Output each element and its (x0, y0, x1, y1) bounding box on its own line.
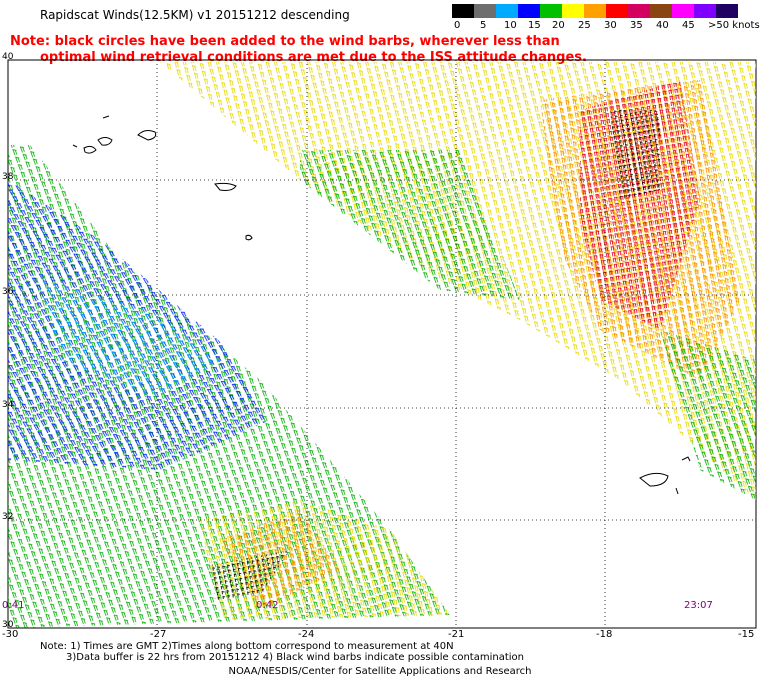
lat-label: 38 (2, 172, 14, 182)
legend-swatch (606, 4, 628, 18)
swath-east-green-south (660, 330, 756, 500)
legend-swatch (452, 4, 474, 18)
legend-swatch (694, 4, 716, 18)
wind-speed-legend-labels: 0 5 10 15 20 25 30 35 40 45 >50 knots (452, 20, 760, 34)
lon-label: -15 (738, 629, 755, 640)
swath-east-contaminated (610, 110, 660, 200)
lon-label: -21 (448, 629, 465, 640)
swath-west-contaminated (210, 550, 290, 600)
lon-label: -24 (298, 629, 315, 640)
lat-lon-grid (8, 60, 756, 628)
legend-label: 40 (656, 20, 669, 31)
legend-swatch (716, 4, 738, 18)
pass-time: 0:42 (256, 600, 279, 611)
legend-label: 45 (682, 20, 695, 31)
legend-swatch (584, 4, 606, 18)
legend-swatch (474, 4, 496, 18)
footer-credit: NOAA/NESDIS/Center for Satellite Applica… (228, 666, 532, 677)
lat-label: 36 (2, 287, 14, 297)
legend-label: 25 (578, 20, 591, 31)
lat-label: 40 (2, 52, 14, 62)
lat-label: 32 (2, 512, 14, 522)
legend-swatch (672, 4, 694, 18)
legend-label: 35 (630, 20, 643, 31)
legend-swatch (628, 4, 650, 18)
wind-speed-legend-bar (452, 4, 738, 18)
footer-note-2: 3)Data buffer is 22 hrs from 20151212 4)… (66, 652, 524, 663)
lon-label: -27 (150, 629, 167, 640)
legend-label: 0 (454, 20, 461, 31)
legend-label: 10 (504, 20, 517, 31)
swath-east-red (580, 80, 700, 330)
legend-swatch (518, 4, 540, 18)
coastlines (72, 115, 691, 495)
swath-east-green (300, 150, 520, 300)
note-line-1: Note: black circles have been added to t… (10, 34, 560, 49)
lon-label: -18 (596, 629, 613, 640)
legend-label: 20 (552, 20, 565, 31)
map-title: Rapidscat Winds(12.5KM) v1 20151212 desc… (40, 8, 350, 22)
lat-label: 34 (2, 400, 14, 410)
pass-time: 0:41 (2, 600, 25, 611)
legend-label: 15 (528, 20, 541, 31)
legend-swatch (562, 4, 584, 18)
swath-west-cyan (40, 280, 220, 400)
legend-label: 30 (604, 20, 617, 31)
note-line-2: optimal wind retrieval conditions are me… (40, 50, 587, 65)
lon-label: -30 (2, 629, 19, 640)
pass-time: 23:07 (684, 600, 713, 611)
legend-swatch (650, 4, 672, 18)
legend-label: >50 knots (708, 20, 760, 31)
legend-swatch (496, 4, 518, 18)
footer-note-1: Note: 1) Times are GMT 2)Times along bot… (40, 641, 454, 652)
lat-label: 30 (2, 620, 14, 630)
legend-label: 5 (480, 20, 487, 31)
legend-swatch (540, 4, 562, 18)
